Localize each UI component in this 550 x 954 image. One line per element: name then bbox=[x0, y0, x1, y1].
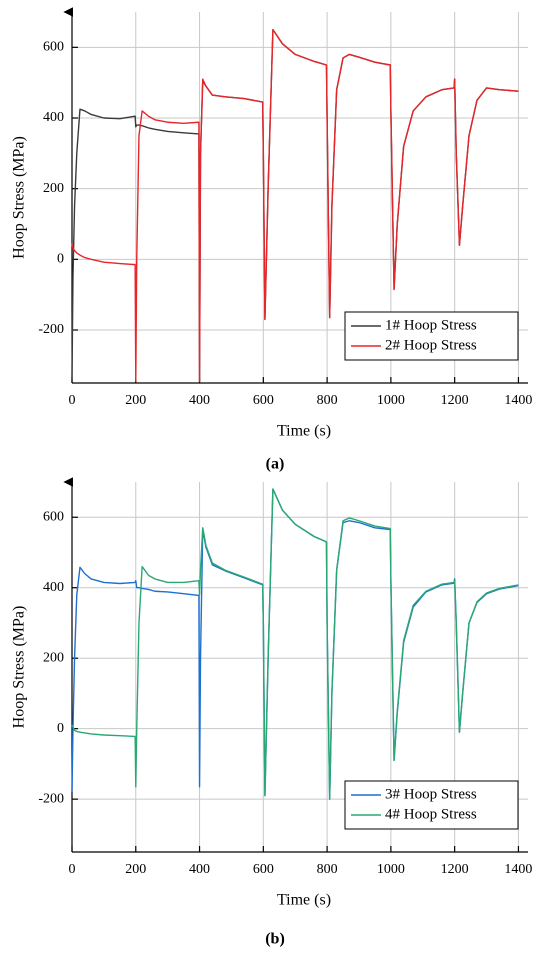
y-axis-title: Hoop Stress (MPa) bbox=[11, 136, 28, 259]
legend-label: 2# Hoop Stress bbox=[385, 337, 477, 353]
y-tick-label: 400 bbox=[43, 110, 64, 125]
y-tick-label: -200 bbox=[38, 322, 64, 337]
x-tick-label: 600 bbox=[253, 862, 274, 877]
legend-label: 1# Hoop Stress bbox=[385, 317, 477, 333]
x-tick-label: 1200 bbox=[441, 862, 469, 877]
y-tick-label: 600 bbox=[43, 509, 64, 524]
legend-box bbox=[344, 311, 519, 361]
x-tick-label: 1200 bbox=[441, 393, 469, 408]
legend-label: 3# Hoop Stress bbox=[385, 786, 477, 802]
x-tick-label: 1000 bbox=[377, 393, 405, 408]
y-tick-label: 0 bbox=[57, 721, 64, 736]
y-tick-label: -200 bbox=[38, 791, 64, 806]
x-tick-label: 1000 bbox=[377, 862, 405, 877]
x-axis-title: Time (s) bbox=[277, 423, 331, 440]
x-tick-label: 200 bbox=[125, 862, 146, 877]
x-tick-label: 400 bbox=[189, 862, 210, 877]
x-tick-label: 0 bbox=[69, 393, 76, 408]
x-tick-label: 200 bbox=[125, 393, 146, 408]
x-tick-label: 400 bbox=[189, 393, 210, 408]
x-tick-label: 1400 bbox=[504, 393, 532, 408]
legend-label: 4# Hoop Stress bbox=[385, 806, 477, 822]
x-axis-title: Time (s) bbox=[277, 892, 331, 909]
caption: (b) bbox=[265, 931, 285, 948]
y-tick-label: 400 bbox=[43, 580, 64, 595]
data-line bbox=[71, 488, 519, 800]
y-tick-label: 200 bbox=[43, 650, 64, 665]
y-tick-label: 200 bbox=[43, 181, 64, 196]
data-line bbox=[71, 28, 519, 382]
x-tick-label: 800 bbox=[317, 862, 338, 877]
legend-box bbox=[344, 780, 519, 830]
y-axis-title: Hoop Stress (MPa) bbox=[11, 606, 28, 729]
caption: (a) bbox=[266, 456, 285, 473]
x-tick-label: 0 bbox=[69, 862, 76, 877]
y-tick-label: 0 bbox=[57, 252, 64, 267]
x-tick-label: 800 bbox=[317, 393, 338, 408]
y-tick-label: 600 bbox=[43, 40, 64, 55]
x-tick-label: 1400 bbox=[504, 862, 532, 877]
x-tick-label: 600 bbox=[253, 393, 274, 408]
